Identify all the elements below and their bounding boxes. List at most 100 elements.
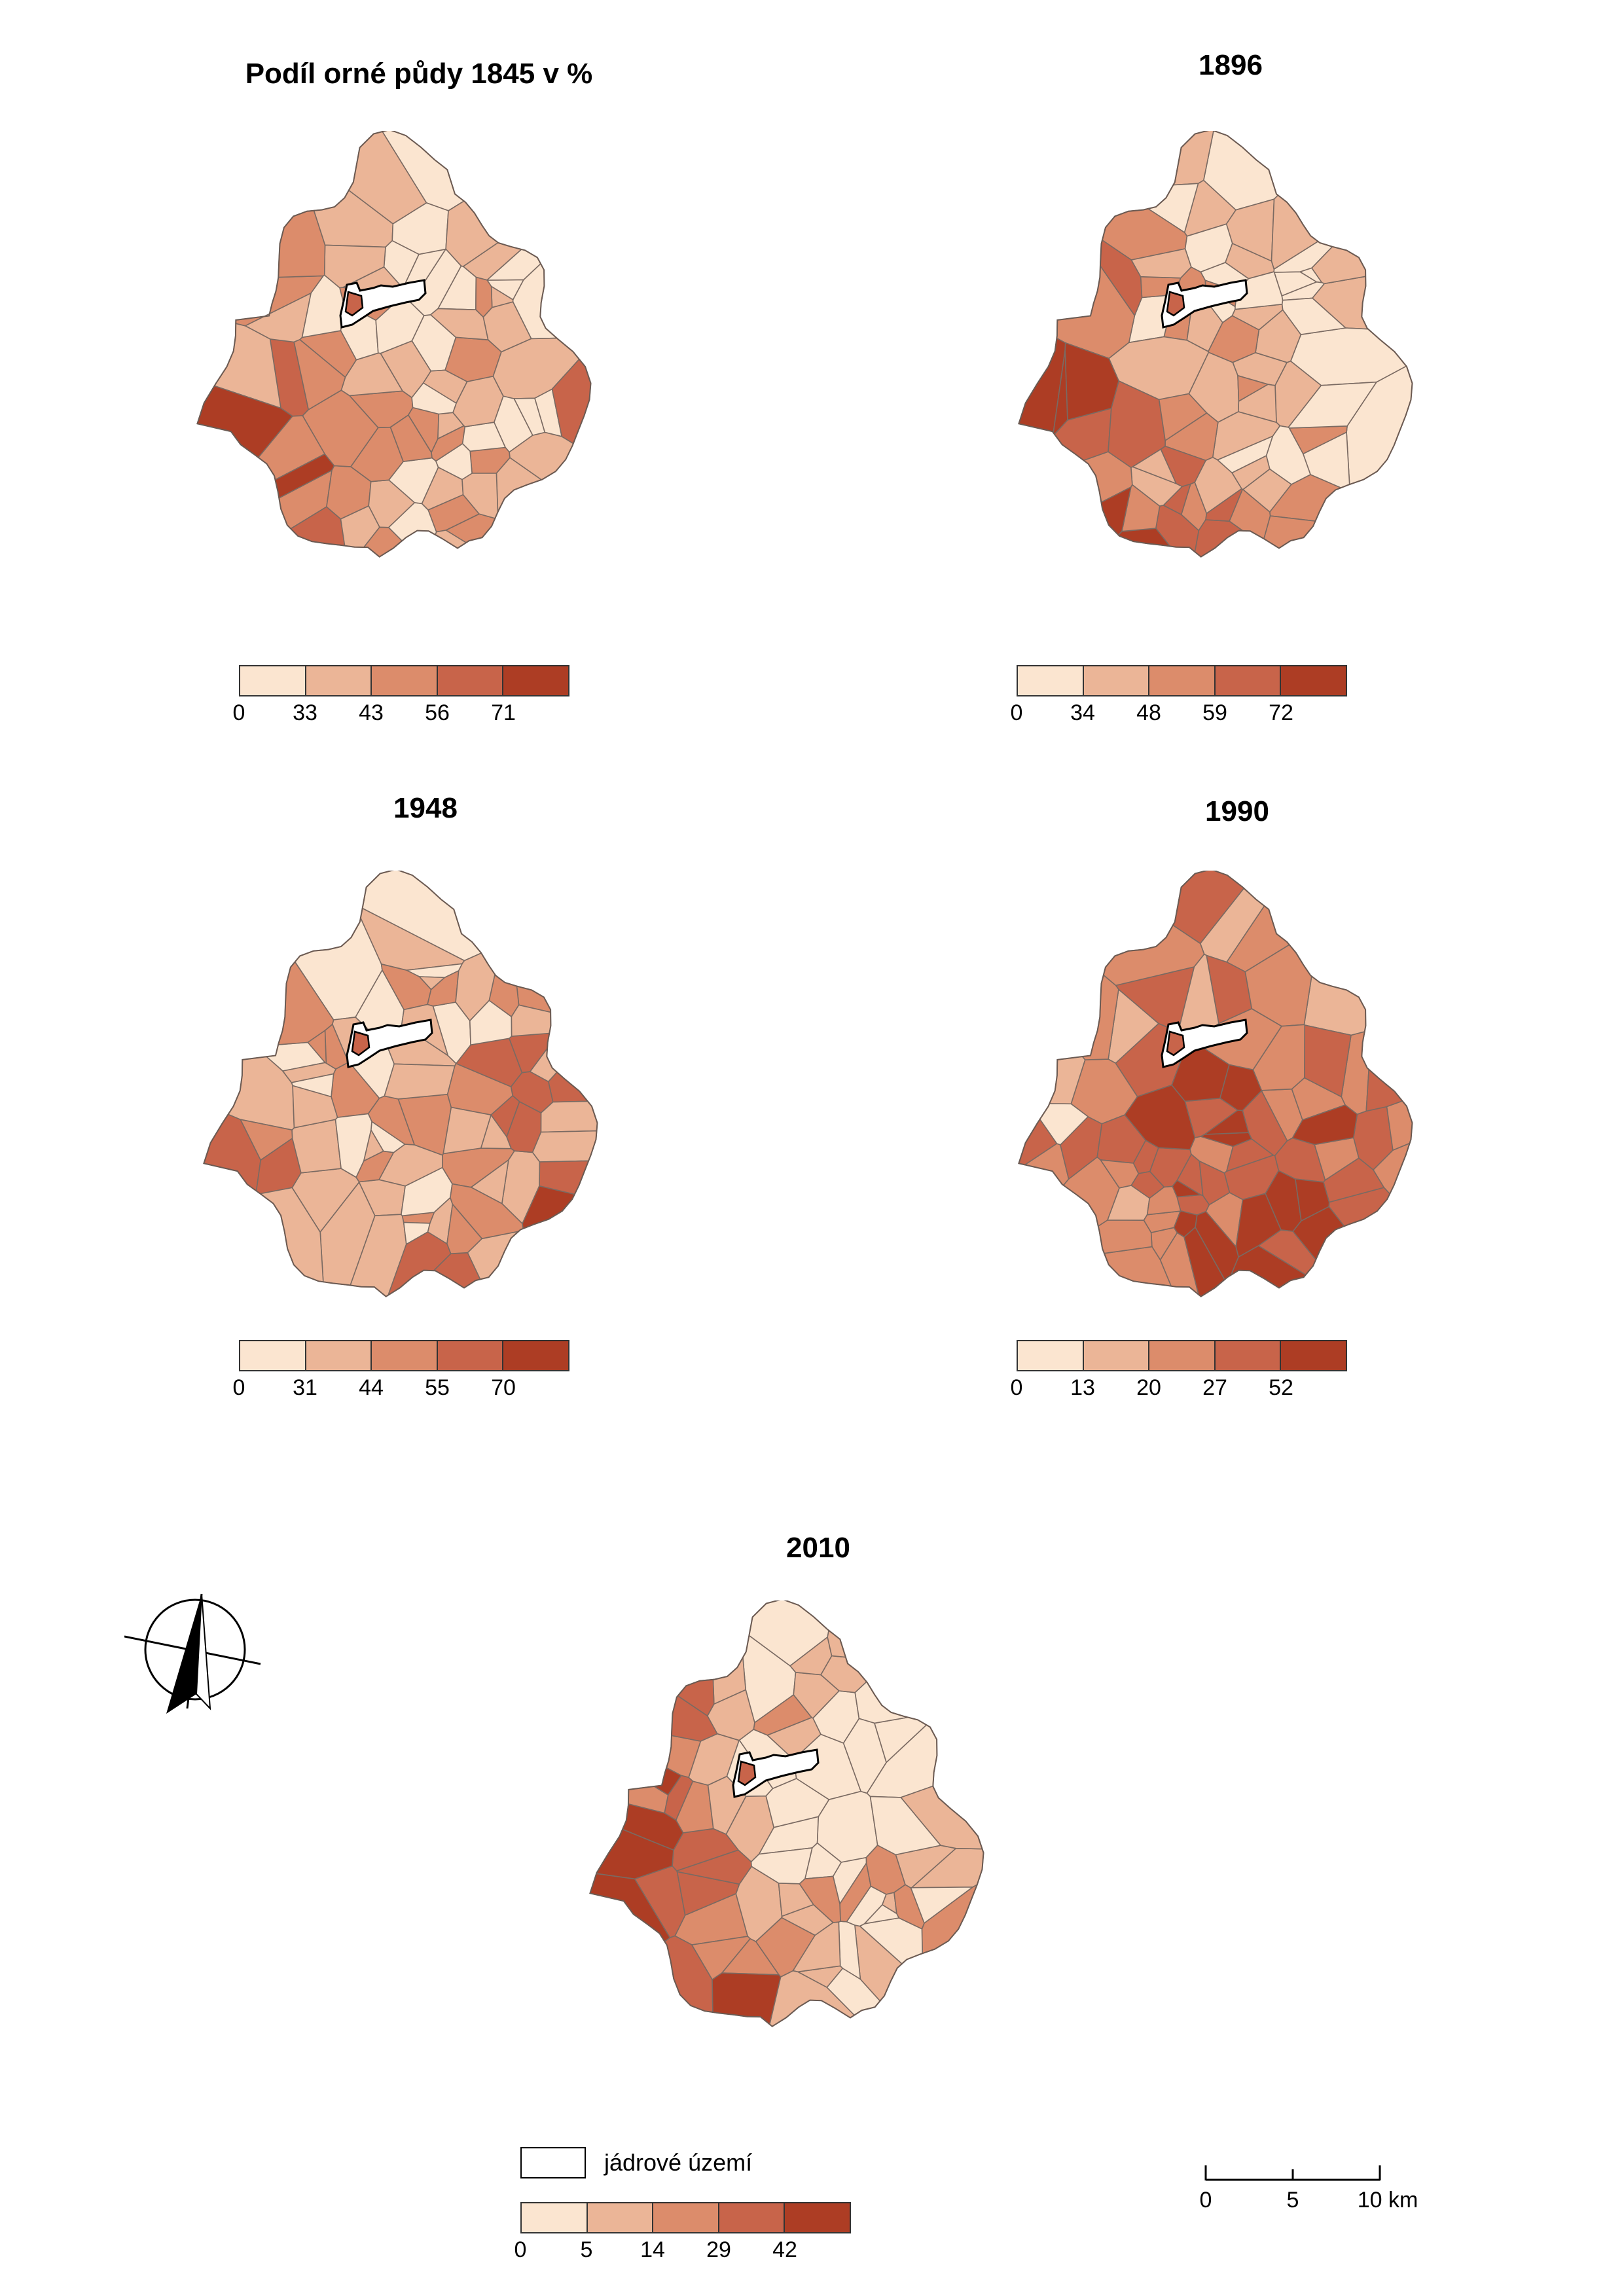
legend-tick-2: 43 bbox=[359, 700, 384, 725]
legend-class-4 bbox=[785, 2203, 850, 2232]
legend-tick-1: 5 bbox=[580, 2237, 593, 2262]
legend-class-0 bbox=[1018, 1341, 1084, 1370]
municipality-polygon bbox=[334, 1113, 372, 1178]
legend-class-0 bbox=[240, 1341, 306, 1370]
core-area-box-icon bbox=[520, 2147, 586, 2178]
core-area-inner-district bbox=[351, 1030, 370, 1057]
core-area-outline bbox=[732, 1748, 820, 1798]
legend-tick-4: 71 bbox=[491, 700, 516, 725]
municipality-polygon bbox=[429, 308, 489, 340]
legend-1990: 0 13 20 27 52 bbox=[1011, 1340, 1347, 1400]
municipality-polygon bbox=[1225, 1138, 1274, 1172]
legend-class-2 bbox=[1149, 666, 1216, 695]
municipality-polygon bbox=[446, 1202, 483, 1255]
municipality-polygon bbox=[291, 1119, 342, 1174]
legend-class-2 bbox=[653, 2203, 719, 2232]
legend-tick-3: 59 bbox=[1202, 700, 1227, 725]
legend-1845: 0 33 43 56 71 bbox=[233, 665, 569, 725]
legend-tick-2: 48 bbox=[1136, 700, 1161, 725]
municipality-polygon bbox=[1237, 384, 1277, 424]
legend-tick-4: 72 bbox=[1269, 700, 1293, 725]
legend-class-0 bbox=[240, 666, 306, 695]
core-area-inner-district bbox=[1166, 1030, 1185, 1057]
choropleth-map-1990 bbox=[1018, 871, 1413, 1297]
municipality-polygon bbox=[513, 397, 546, 436]
scale-tick-5: 5 bbox=[1286, 2188, 1299, 2213]
panel-title-1948: 1948 bbox=[393, 792, 458, 824]
municipality-polygon bbox=[293, 338, 346, 411]
legend-class-2 bbox=[372, 1341, 438, 1370]
panel-title-2010: 2010 bbox=[786, 1532, 850, 1564]
municipality-polygon bbox=[469, 1000, 513, 1046]
legend-tick-3: 29 bbox=[706, 2237, 731, 2262]
core-area-legend: jádrové území bbox=[520, 2147, 752, 2178]
municipality-polygon bbox=[1131, 448, 1178, 485]
legend-tick-4: 42 bbox=[772, 2237, 797, 2262]
region-boundary bbox=[1018, 871, 1413, 1297]
municipality-polygon bbox=[1208, 315, 1260, 363]
core-area-outline bbox=[1161, 1019, 1248, 1068]
scale-bar-line bbox=[1204, 2165, 1381, 2181]
municipality-polygon bbox=[1097, 1220, 1153, 1254]
legend-tick-3: 56 bbox=[425, 700, 450, 725]
legend-tick-1: 31 bbox=[293, 1375, 317, 1400]
legend-bar bbox=[239, 665, 569, 696]
municipality-polygon bbox=[750, 1847, 813, 1885]
legend-class-0 bbox=[522, 2203, 588, 2232]
choropleth-map-1845 bbox=[196, 131, 592, 558]
legend-tick-3: 27 bbox=[1202, 1375, 1227, 1400]
municipality-polygon bbox=[1173, 1210, 1198, 1238]
legend-tick-4: 52 bbox=[1269, 1375, 1293, 1400]
legend-tick-0: 0 bbox=[514, 2237, 527, 2262]
core-area-inner-district bbox=[344, 291, 364, 317]
core-area-inner-district bbox=[737, 1760, 757, 1786]
legend-class-1 bbox=[306, 666, 372, 695]
choropleth-map-1896 bbox=[1018, 131, 1413, 558]
municipality-polygon bbox=[1108, 336, 1210, 401]
legend-class-1 bbox=[587, 2203, 654, 2232]
municipality-polygon bbox=[486, 279, 525, 300]
municipality-polygon bbox=[1130, 248, 1192, 279]
legend-bar bbox=[520, 2202, 851, 2233]
legend-class-3 bbox=[1215, 666, 1282, 695]
legend-1948: 0 31 44 55 70 bbox=[233, 1340, 569, 1400]
municipality-polygon bbox=[688, 1733, 740, 1786]
municipality-polygon bbox=[532, 1130, 598, 1163]
legend-1896: 0 34 48 59 72 bbox=[1011, 665, 1347, 725]
municipality-polygon bbox=[1323, 1157, 1385, 1203]
municipality-polygon bbox=[1219, 1064, 1263, 1111]
legend-tick-2: 44 bbox=[359, 1375, 384, 1400]
municipality-polygon bbox=[384, 1063, 456, 1100]
municipality-polygon bbox=[418, 976, 446, 990]
legend-class-4 bbox=[503, 1341, 568, 1370]
core-area-outline bbox=[1161, 279, 1248, 329]
legend-class-1 bbox=[1083, 1341, 1150, 1370]
region-boundary bbox=[196, 131, 592, 558]
scale-tick-10km: 10 km bbox=[1357, 2188, 1418, 2213]
legend-class-2 bbox=[372, 666, 438, 695]
municipality-polygon bbox=[1099, 1159, 1140, 1189]
legend-tick-4: 70 bbox=[491, 1375, 516, 1400]
municipality-polygon bbox=[1158, 393, 1208, 442]
legend-tick-0: 0 bbox=[1010, 700, 1023, 725]
core-area-inner-district bbox=[1166, 291, 1185, 317]
municipality-polygon bbox=[842, 1718, 887, 1794]
legend-class-3 bbox=[437, 666, 504, 695]
core-area-outline bbox=[339, 279, 427, 329]
region-boundary bbox=[1018, 131, 1413, 558]
municipality-polygon bbox=[389, 414, 433, 462]
municipality-polygon bbox=[846, 1885, 887, 1927]
legend-tick-3: 55 bbox=[425, 1375, 450, 1400]
panel-title-1845: Podíl orné půdy 1845 v % bbox=[245, 58, 593, 90]
legend-class-1 bbox=[306, 1341, 372, 1370]
core-area-label: jádrové území bbox=[604, 2149, 753, 2176]
municipality-polygon bbox=[1281, 297, 1347, 335]
legend-tick-1: 33 bbox=[293, 700, 317, 725]
legend-class-4 bbox=[503, 666, 568, 695]
municipality-polygon bbox=[1231, 455, 1271, 490]
municipality-polygon bbox=[1199, 1160, 1231, 1206]
municipality-polygon bbox=[869, 1796, 942, 1856]
legend-tick-0: 0 bbox=[232, 1375, 245, 1400]
municipality-polygon bbox=[435, 443, 473, 480]
legend-class-3 bbox=[719, 2203, 785, 2232]
